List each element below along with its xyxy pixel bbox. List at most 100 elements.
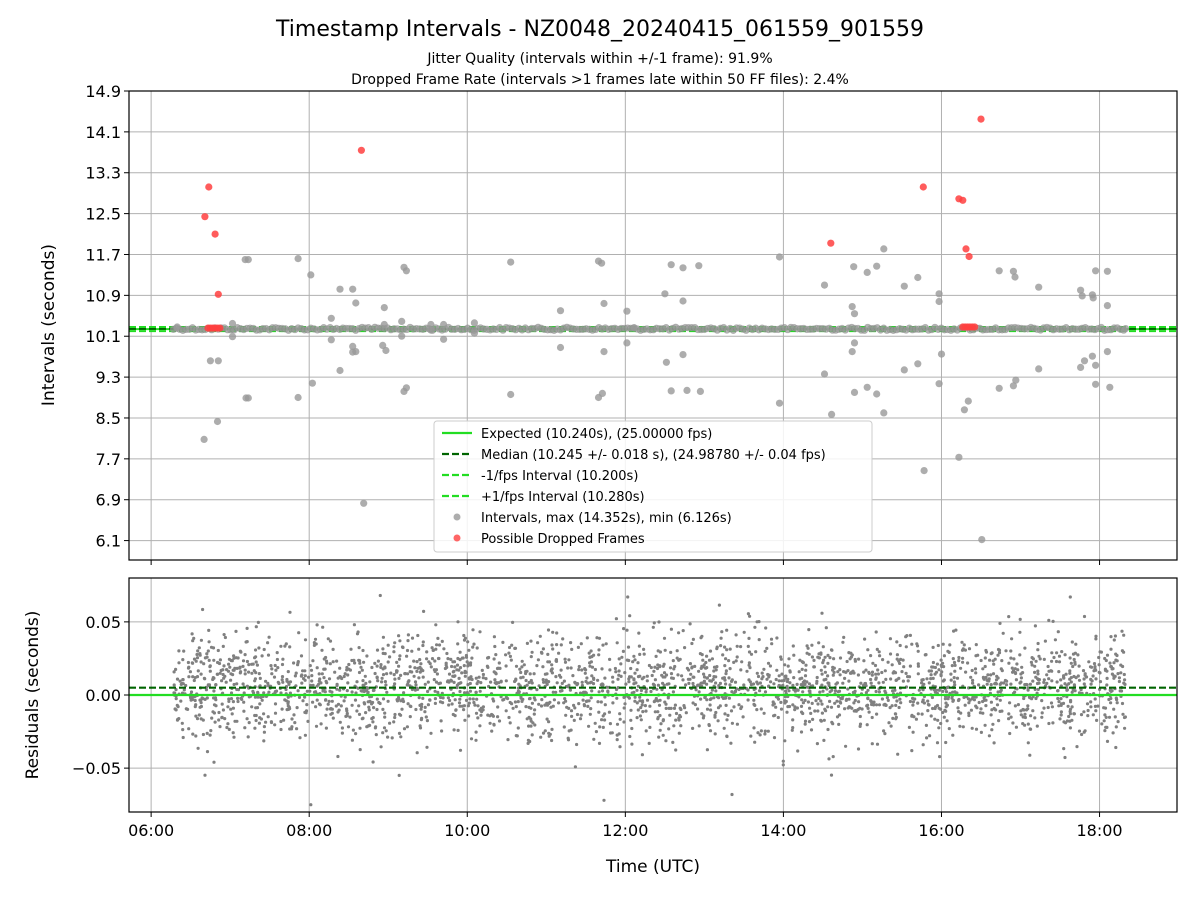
residual-point [1071, 652, 1076, 656]
residual-point [633, 658, 637, 662]
residual-point [807, 628, 811, 632]
residual-point [995, 703, 1000, 707]
residual-point [1008, 731, 1012, 736]
residual-point [239, 670, 243, 674]
residual-point [921, 743, 925, 747]
residual-point [424, 715, 428, 719]
x-tick-label: 06:00 [128, 821, 174, 840]
residual-point [1113, 634, 1117, 638]
residual-point [723, 678, 727, 682]
residual-point [413, 666, 417, 670]
residual-point [1035, 724, 1039, 728]
residual-point [1098, 680, 1103, 684]
residual-point [231, 731, 235, 735]
residual-point [603, 712, 607, 716]
residual-point [571, 674, 575, 678]
residual-point [472, 700, 476, 705]
residual-point [829, 773, 834, 777]
residual-point [203, 677, 207, 681]
residual-point [1077, 664, 1081, 668]
residual-point [864, 691, 869, 695]
residual-point [897, 705, 901, 710]
residual-point [345, 707, 349, 711]
residual-point [172, 683, 176, 687]
residual-point [726, 713, 730, 718]
residuals-reference-lines [129, 686, 1177, 697]
residual-point [688, 662, 693, 666]
residual-point [232, 668, 236, 672]
residual-point [863, 637, 867, 641]
residual-point [755, 708, 759, 712]
residual-point [1026, 741, 1030, 745]
residual-point [911, 696, 915, 701]
interval-point [173, 323, 181, 331]
interval-point [440, 320, 448, 329]
residual-point [910, 749, 914, 753]
residual-point [1047, 618, 1051, 623]
residual-point [942, 654, 947, 658]
residual-point [570, 647, 574, 652]
residual-point [402, 727, 407, 731]
residual-point [577, 702, 581, 706]
residual-point [191, 675, 195, 679]
residual-point [703, 695, 707, 700]
residual-point [846, 669, 850, 673]
residual-point [724, 657, 728, 661]
residual-point [312, 643, 316, 648]
residual-point [758, 681, 763, 685]
residual-point [729, 709, 734, 713]
residual-point [507, 651, 511, 655]
interval-point [1092, 361, 1100, 369]
residual-point [667, 706, 671, 711]
residual-point [937, 688, 941, 692]
residual-point [647, 741, 651, 746]
residual-point [434, 623, 438, 627]
residual-point [669, 672, 674, 676]
legend-label-minus-fps: -1/fps Interval (10.200s) [481, 469, 638, 484]
residual-point [732, 660, 736, 665]
residual-point [551, 690, 555, 694]
residual-point [324, 726, 328, 730]
residual-point [222, 633, 226, 637]
residual-point [967, 711, 971, 715]
residual-point [867, 670, 871, 674]
residual-point [651, 682, 656, 686]
residual-point [742, 683, 746, 687]
residual-point [587, 699, 591, 703]
residual-point [273, 723, 277, 727]
residual-point [555, 643, 559, 647]
residual-point [977, 700, 981, 705]
residual-point [600, 689, 605, 693]
residual-point [309, 683, 313, 688]
residual-point [652, 669, 656, 673]
residual-point [1109, 696, 1113, 701]
residual-point [362, 689, 366, 694]
residual-point [1031, 679, 1035, 683]
residual-point [1013, 690, 1017, 694]
residual-point [236, 699, 240, 704]
residual-point [659, 722, 663, 726]
residual-point [633, 671, 637, 675]
residual-point [357, 704, 361, 708]
residual-point [837, 713, 842, 717]
residual-point [562, 725, 566, 729]
residual-point [1116, 672, 1120, 676]
residual-point [489, 680, 493, 684]
residual-point [211, 676, 215, 680]
residual-point [1012, 657, 1016, 661]
residual-point [551, 630, 555, 634]
residual-point [515, 734, 519, 738]
residual-point [433, 701, 437, 706]
interval-point [380, 320, 388, 329]
interval-point [600, 348, 608, 356]
residual-point [418, 658, 422, 662]
residual-point [315, 698, 319, 702]
residual-point [1003, 678, 1008, 683]
residual-point [365, 725, 369, 729]
residual-point [254, 660, 258, 664]
residual-point [1016, 703, 1021, 707]
residual-point [978, 711, 983, 715]
residual-point [746, 644, 750, 649]
residual-point [929, 714, 933, 718]
residual-point [835, 715, 840, 719]
